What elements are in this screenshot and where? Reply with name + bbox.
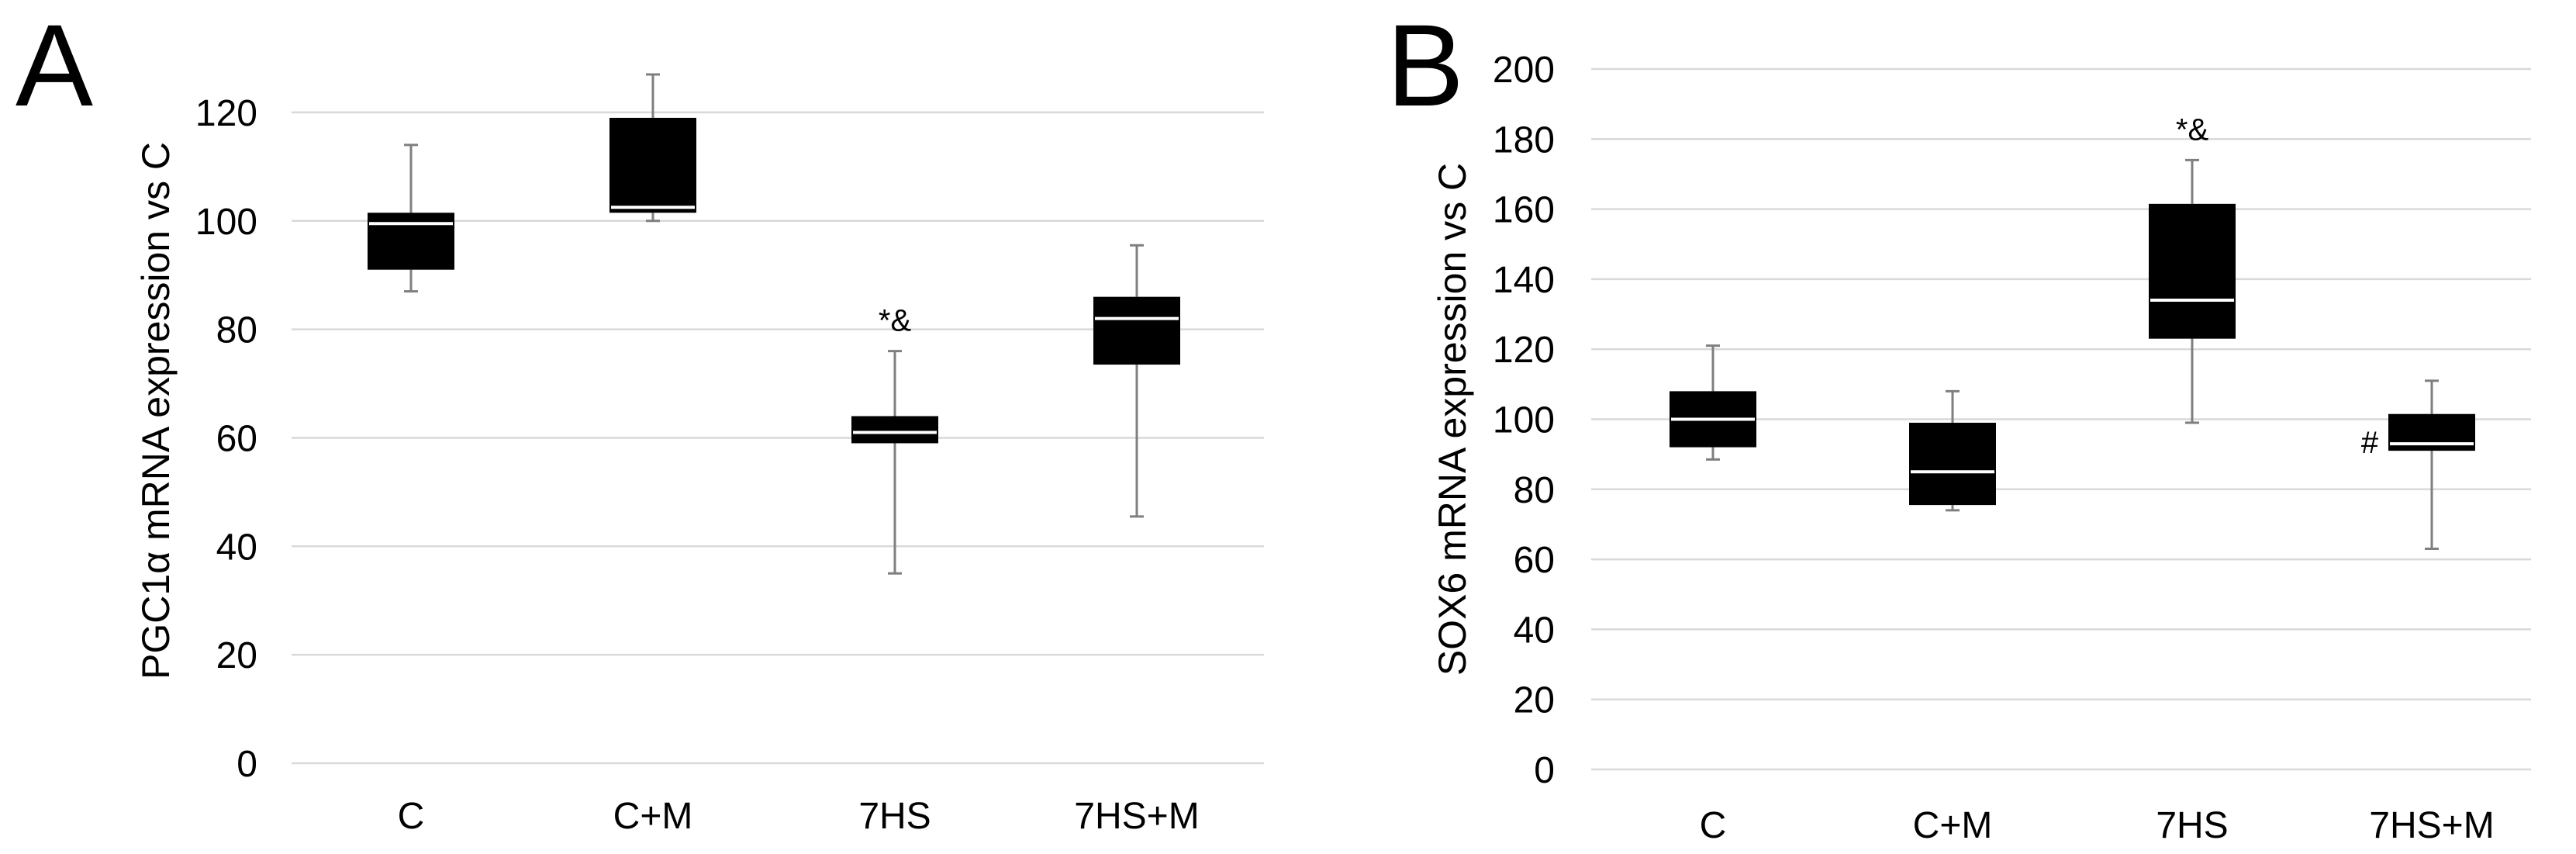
y-axis-title: SOX6 mRNA expression vs C xyxy=(1431,163,1474,676)
box-C xyxy=(368,143,454,293)
box-body xyxy=(1093,296,1180,365)
x-category-label: C+M xyxy=(1913,805,1993,846)
significance-annotation: *& xyxy=(2176,112,2209,147)
y-tick-label: 80 xyxy=(1514,470,1555,511)
y-tick-label: 100 xyxy=(195,202,257,243)
y-tick-label: 0 xyxy=(237,744,257,785)
panel-letter: B xyxy=(1386,0,1464,130)
significance-annotation: *& xyxy=(879,304,912,338)
x-category-label: 7HS xyxy=(858,796,931,837)
y-tick-label: 160 xyxy=(1493,190,1555,231)
box-body xyxy=(1909,423,1996,506)
y-tick-label: 40 xyxy=(1514,610,1555,651)
x-category-label: C xyxy=(398,796,425,837)
panel-letter: A xyxy=(16,0,93,130)
panel-b: B 0 20 40 60 80 100 120 140 160 180 200 SOX6 mRNA ex… xyxy=(1386,0,2531,846)
y-axis-title: PGC1α mRNA expression vs C xyxy=(134,142,178,679)
y-tick-label: 80 xyxy=(216,310,257,351)
box-C+M xyxy=(1909,389,1996,512)
box-body xyxy=(851,416,938,444)
box-C+M xyxy=(609,73,696,223)
box-7HS: *& xyxy=(2149,112,2236,424)
box-C xyxy=(1670,344,1756,461)
y-tick-label: 0 xyxy=(1534,750,1555,791)
y-tick-label: 140 xyxy=(1493,260,1555,301)
x-category-label: 7HS xyxy=(2156,805,2228,846)
x-category-label: 7HS+M xyxy=(1074,796,1199,837)
box-7HS+M: # xyxy=(2361,379,2475,551)
y-tick-label: 100 xyxy=(1493,400,1555,441)
y-tick-label: 120 xyxy=(195,93,257,134)
y-tick-label: 20 xyxy=(1514,680,1555,721)
box-7HS+M xyxy=(1093,244,1180,518)
box-body xyxy=(609,117,696,213)
x-category-label: 7HS+M xyxy=(2369,805,2494,846)
y-tick-label: 60 xyxy=(1514,540,1555,581)
y-tick-label: 120 xyxy=(1493,330,1555,371)
x-category-label: C+M xyxy=(613,796,693,837)
box-7HS: *& xyxy=(851,304,938,575)
y-tick-label: 200 xyxy=(1493,50,1555,91)
y-tick-label: 40 xyxy=(216,527,257,568)
y-tick-label: 60 xyxy=(216,418,257,459)
box-body xyxy=(368,213,454,270)
y-tick-label: 20 xyxy=(216,635,257,676)
box-body xyxy=(2149,203,2236,339)
significance-annotation: # xyxy=(2361,426,2379,460)
panel-a: A 0 20 40 60 80 100 120 PGC1α mRNA expression vs… xyxy=(16,0,1264,837)
y-tick-label: 180 xyxy=(1493,119,1555,161)
x-category-label: C xyxy=(1700,805,1727,846)
